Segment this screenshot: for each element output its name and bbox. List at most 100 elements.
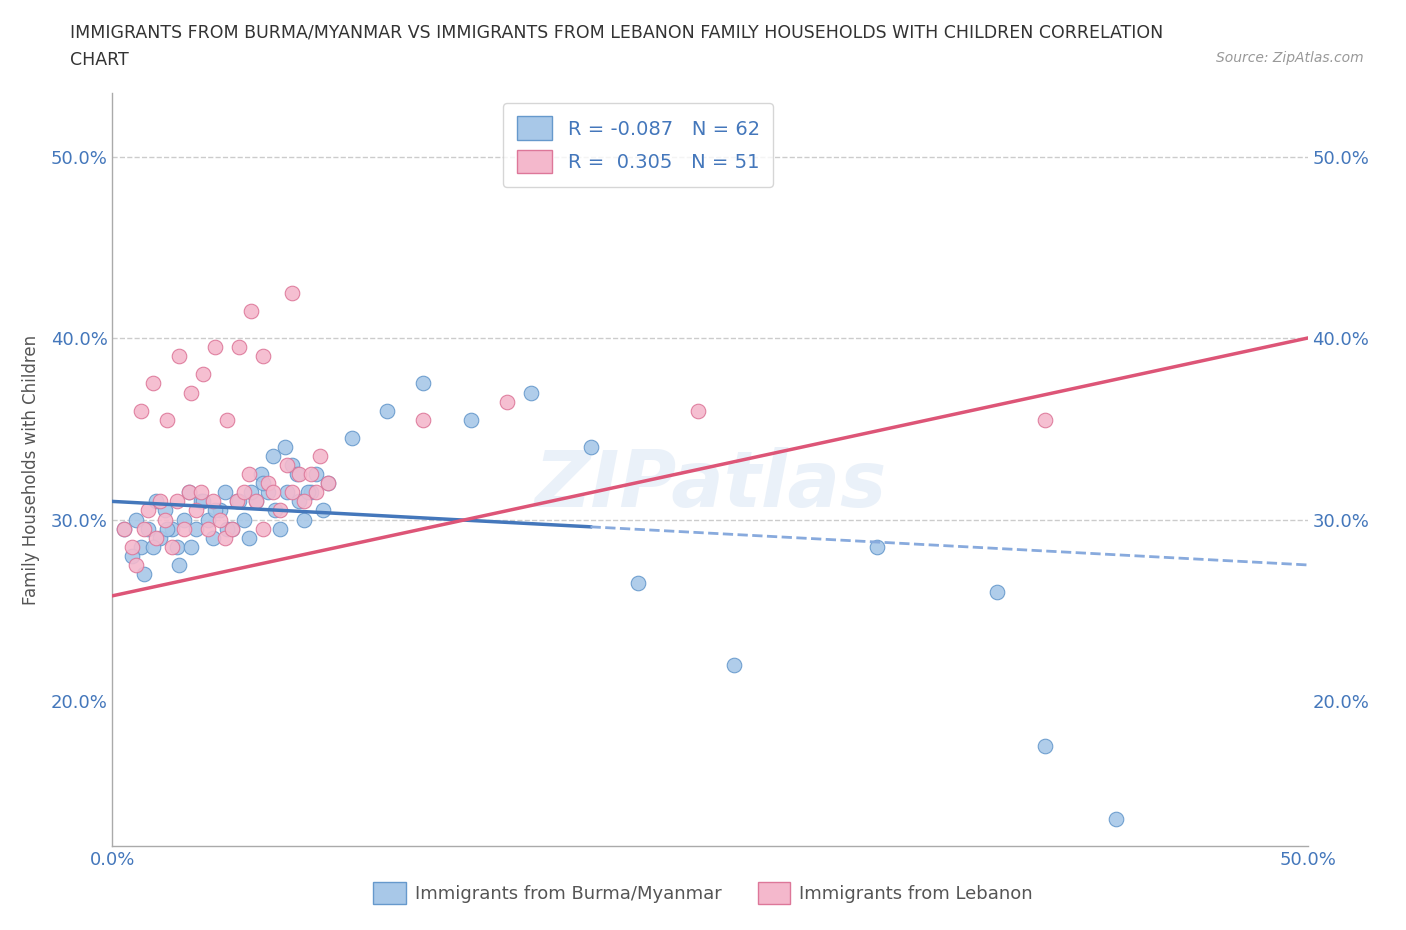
Point — [193, 494, 215, 509]
Point — [520, 385, 543, 400]
Point — [132, 521, 155, 536]
Point — [377, 404, 399, 418]
Point — [1105, 812, 1128, 827]
Point — [252, 521, 274, 536]
Point — [149, 494, 172, 509]
Point — [153, 503, 176, 518]
Point — [166, 539, 188, 554]
Point — [197, 521, 219, 536]
Point — [142, 539, 165, 554]
Text: Source: ZipAtlas.com: Source: ZipAtlas.com — [1216, 51, 1364, 65]
Point — [149, 530, 172, 545]
Point — [340, 431, 363, 445]
Point — [177, 485, 200, 499]
Point — [262, 485, 284, 499]
Point — [186, 503, 208, 518]
Point — [209, 503, 232, 518]
Point — [169, 349, 191, 364]
Point — [156, 521, 179, 536]
Point — [217, 521, 239, 536]
Point — [114, 521, 135, 536]
Point — [138, 503, 160, 518]
Point — [121, 549, 143, 564]
Point — [257, 485, 280, 499]
Point — [273, 440, 295, 455]
Point — [238, 467, 260, 482]
Point — [166, 494, 188, 509]
Point — [276, 458, 298, 472]
Point — [180, 539, 202, 554]
Point — [225, 494, 247, 509]
Point — [627, 576, 650, 591]
Point — [412, 412, 434, 427]
Point — [245, 494, 267, 509]
Point — [173, 521, 195, 536]
Point — [125, 557, 148, 572]
Point — [138, 521, 160, 536]
Point — [214, 485, 236, 499]
Point — [312, 503, 335, 518]
Point — [281, 286, 304, 300]
Point — [262, 448, 284, 463]
Point — [177, 485, 200, 499]
Point — [249, 467, 271, 482]
Point — [162, 539, 183, 554]
Point — [204, 503, 226, 518]
Point — [252, 349, 274, 364]
Point — [269, 521, 291, 536]
Point — [145, 530, 167, 545]
Point — [145, 494, 167, 509]
Point — [238, 530, 260, 545]
Legend: Immigrants from Burma/Myanmar, Immigrants from Lebanon: Immigrants from Burma/Myanmar, Immigrant… — [366, 875, 1040, 911]
Point — [299, 467, 322, 482]
Point — [688, 404, 710, 418]
Point — [1033, 739, 1056, 754]
Point — [281, 458, 304, 472]
Y-axis label: Family Households with Children: Family Households with Children — [21, 335, 39, 604]
Point — [114, 521, 135, 536]
Point — [986, 585, 1008, 600]
Point — [129, 539, 152, 554]
Point — [125, 512, 148, 527]
Text: CHART: CHART — [70, 51, 129, 69]
Point — [240, 303, 263, 318]
Point — [412, 376, 434, 391]
Point — [292, 494, 315, 509]
Point — [173, 512, 195, 527]
Point — [309, 448, 332, 463]
Point — [240, 485, 263, 499]
Point — [245, 494, 267, 509]
Point — [186, 521, 208, 536]
Point — [209, 512, 232, 527]
Point — [257, 476, 280, 491]
Point — [121, 539, 143, 554]
Point — [228, 494, 250, 509]
Point — [156, 412, 179, 427]
Point — [162, 521, 183, 536]
Point — [197, 512, 219, 527]
Point — [201, 530, 224, 545]
Point — [233, 485, 256, 499]
Point — [190, 494, 212, 509]
Point — [169, 557, 191, 572]
Point — [228, 339, 250, 354]
Point — [276, 485, 298, 499]
Point — [316, 476, 339, 491]
Point — [288, 467, 311, 482]
Point — [316, 476, 339, 491]
Point — [214, 530, 236, 545]
Point — [285, 467, 308, 482]
Point — [252, 476, 274, 491]
Point — [153, 512, 176, 527]
Point — [221, 521, 243, 536]
Point — [221, 521, 243, 536]
Point — [201, 494, 224, 509]
Point — [142, 376, 165, 391]
Point — [1033, 412, 1056, 427]
Point — [217, 412, 239, 427]
Point — [190, 485, 212, 499]
Point — [132, 566, 155, 581]
Point — [281, 485, 304, 499]
Point — [288, 494, 311, 509]
Point — [264, 503, 287, 518]
